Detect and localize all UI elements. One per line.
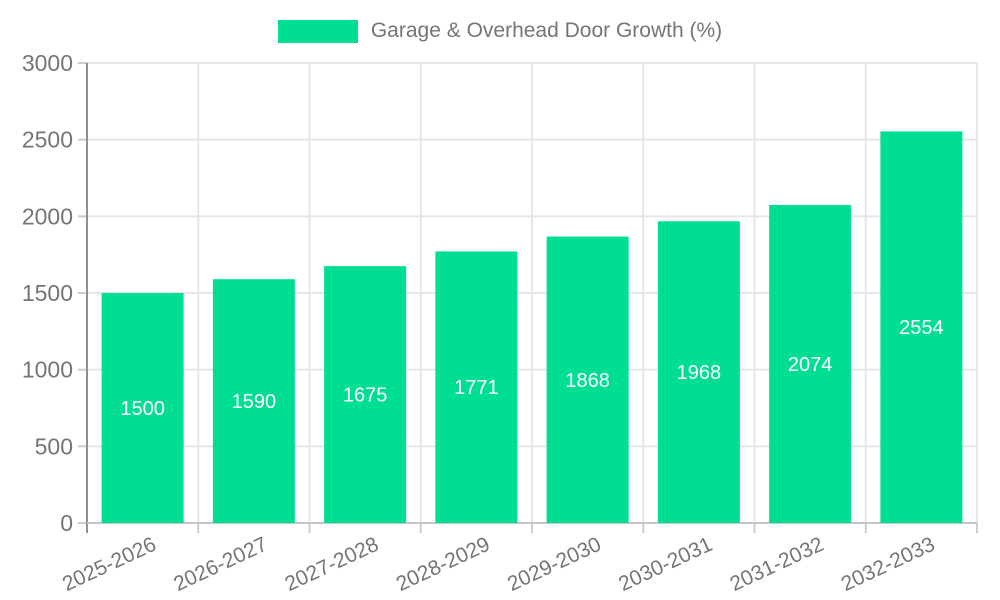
legend-label: Garage & Overhead Door Growth (%) [370,19,723,42]
bar[interactable] [657,221,740,524]
bar[interactable] [769,204,852,523]
bar-value-label: 1868 [565,370,610,392]
bar[interactable] [435,251,518,524]
x-axis-category-label: 2026-2027 [170,533,271,596]
x-axis-category-label: 2029-2030 [504,533,605,596]
x-axis-category-label: 2031-2032 [726,533,827,596]
y-axis-tick-label: 500 [35,433,73,459]
y-axis-tick-label: 3000 [22,50,73,76]
bar-value-label: 1590 [232,391,277,413]
y-axis-tick-label: 2500 [22,127,73,153]
y-axis-tick-label: 0 [60,510,73,536]
bar-value-label: 1500 [120,398,165,420]
x-axis-category-label: 2032-2033 [838,533,939,596]
y-axis-tick-label: 2000 [22,203,73,229]
bar[interactable] [546,236,629,523]
bar-value-label: 2074 [788,354,833,376]
y-axis-tick-label: 1000 [22,357,73,383]
bar-value-label: 1675 [343,385,388,407]
bar[interactable] [101,293,184,523]
bar-value-label: 2554 [899,317,944,339]
y-axis-tick-label: 1500 [22,280,73,306]
x-axis-category-label: 2027-2028 [281,533,382,596]
x-axis-category-label: 2025-2026 [59,533,160,596]
bar[interactable] [880,131,963,524]
legend-item[interactable]: Garage & Overhead Door Growth (%) [277,19,723,43]
legend: Garage & Overhead Door Growth (%) [0,0,1000,56]
bar[interactable] [212,279,295,523]
x-axis-category-label: 2030-2031 [615,533,716,596]
x-axis-category-label: 2028-2029 [393,533,494,596]
bar-value-label: 1968 [677,362,722,384]
bar[interactable] [324,266,407,523]
legend-swatch-icon [277,19,358,43]
bar-value-label: 1771 [454,377,499,399]
